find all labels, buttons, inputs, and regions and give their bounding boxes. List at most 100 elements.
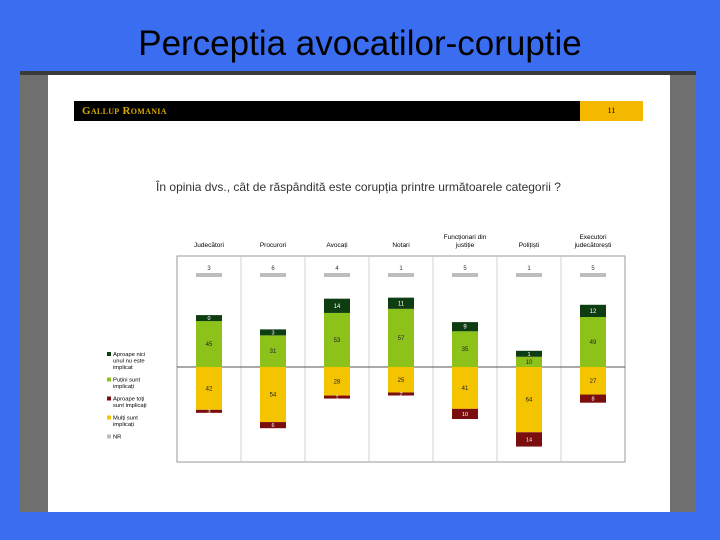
many-involved-bar [388,367,414,393]
few-involved-label: 57 [398,336,405,342]
few-involved-label: 10 [526,360,533,366]
legend-label: Aproape nici [113,352,145,358]
page-number-box: 11 [580,101,643,121]
category-label: Executori [579,234,606,241]
category-label: Polițiști [519,242,540,249]
category-label: Avocați [326,242,347,249]
many-involved-bar [452,367,478,409]
gallup-brand: Gallup Romania [82,105,167,117]
almost-all-involved-label: 1 [335,395,338,401]
almost-all-involved-label: 10 [462,412,468,418]
legend-label: implicați [113,384,134,390]
many-involved-label: 54 [270,393,277,399]
almost-all-involved-bar [580,394,606,403]
none-involved-bar [196,315,222,322]
survey-question: În opinia dvs., cât de răspândită este c… [156,180,561,194]
category-label: Funcționari din [444,234,487,241]
few-involved-label: 31 [270,349,277,355]
legend-label: NR [113,435,121,441]
almost-all-involved-bar [196,409,222,413]
page-number: 11 [607,106,616,115]
few-involved-bar [452,331,478,367]
none-involved-label: 9 [463,325,467,331]
few-involved-bar [324,312,350,367]
nr-bar [196,273,222,277]
nr-bar [580,273,606,277]
many-involved-bar [516,367,542,433]
almost-all-involved-label: 3 [207,409,210,415]
many-involved-label: 27 [590,379,597,385]
almost-all-involved-label: 2 [399,392,402,398]
almost-all-involved-label: 8 [591,397,594,403]
legend-swatch [107,377,111,382]
legend-label: implicat [113,365,133,371]
legend-label: Aproape toți [113,397,144,403]
almost-all-involved-label: 14 [526,437,532,443]
many-involved-label: 28 [334,379,341,385]
legend-swatch [107,434,111,439]
many-involved-label: 64 [526,398,533,404]
nr-bar [324,273,350,277]
nr-bar [388,273,414,277]
category-label: justiție [455,242,475,249]
none-involved-label: 3 [271,330,274,336]
few-involved-bar [260,335,286,367]
many-involved-bar [260,367,286,423]
none-involved-label: 12 [590,309,597,315]
many-involved-label: 41 [462,386,469,392]
nr-bar [516,273,542,277]
legend-label: sunt implicați [113,403,147,409]
none-involved-label: 1 [527,352,530,358]
category-label: Judecători [194,242,224,249]
few-involved-bar [196,321,222,367]
left-frame-bar [20,75,48,512]
legend-label: unul nu este [113,359,145,365]
legend-swatch [107,396,111,401]
many-involved-label: 42 [206,386,213,392]
almost-all-involved-bar [388,392,414,396]
none-involved-label: 14 [334,304,341,310]
category-label: Procurori [260,242,286,249]
almost-all-involved-label: 6 [271,423,274,429]
right-frame-bar [670,75,696,512]
none-involved-bar [452,322,478,332]
gallup-header-bar: Gallup Romania [74,101,580,121]
nr-label: 1 [527,266,531,272]
nr-bar [452,273,478,277]
none-involved-bar [516,350,542,357]
nr-label: 6 [271,266,275,272]
many-involved-label: 25 [398,378,405,384]
many-involved-bar [196,367,222,410]
nr-label: 5 [591,266,595,272]
almost-all-involved-bar [452,408,478,420]
nr-bar [260,273,286,277]
almost-all-involved-bar [324,395,350,399]
none-involved-bar [388,297,414,309]
nr-label: 5 [463,266,467,272]
almost-all-involved-bar [260,422,286,429]
none-involved-bar [324,298,350,313]
legend-label: Puțini sunt [113,378,140,384]
many-involved-bar [324,367,350,396]
category-label: Notari [392,242,409,249]
legend-label: implicați [113,422,134,428]
few-involved-bar [580,317,606,367]
title-underline [20,71,696,75]
few-involved-label: 53 [334,338,341,344]
legend-swatch [107,352,111,356]
none-involved-label: 0 [207,316,210,322]
nr-label: 1 [399,266,403,272]
few-involved-label: 49 [590,340,597,346]
few-involved-bar [388,308,414,367]
nr-label: 4 [335,266,339,272]
almost-all-involved-bar [516,432,542,447]
nr-label: 3 [207,266,211,272]
none-involved-bar [580,304,606,318]
legend-swatch [107,415,111,420]
few-involved-bar [516,356,542,367]
many-involved-bar [580,367,606,395]
slide-title: Perceptia avocatilor-coruptie [138,24,582,63]
few-involved-label: 45 [206,342,213,348]
none-involved-label: 11 [398,301,405,307]
